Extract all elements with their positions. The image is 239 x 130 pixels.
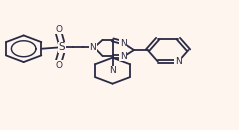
Text: O: O (55, 60, 62, 70)
Text: N: N (120, 39, 127, 48)
Text: N: N (120, 52, 127, 61)
Text: N: N (175, 57, 182, 66)
Text: O: O (55, 25, 62, 34)
Text: S: S (58, 43, 65, 52)
Text: N: N (109, 66, 116, 75)
Text: N: N (89, 43, 96, 52)
